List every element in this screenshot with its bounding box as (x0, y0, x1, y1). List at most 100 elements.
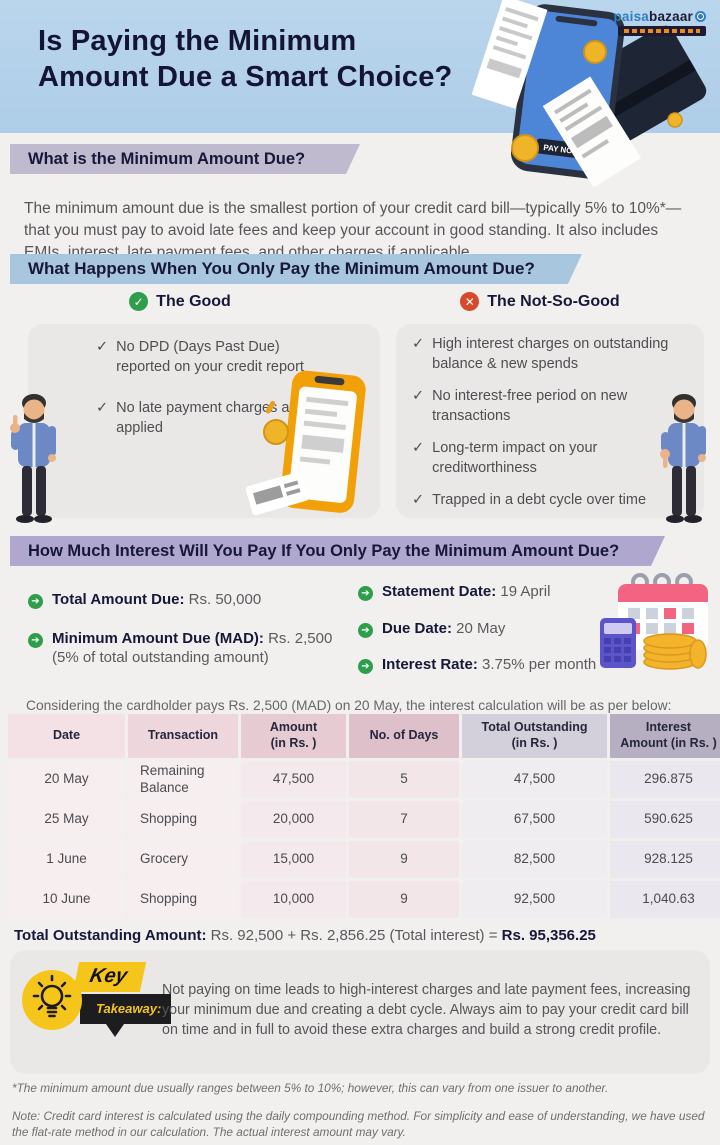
arrow-bullet-icon: ➔ (28, 633, 43, 648)
fact-interest-rate: ➔ Interest Rate: 3.75% per month (358, 656, 596, 674)
table-cell: 20 May (8, 761, 125, 798)
bad-cross-icon: ✕ (460, 292, 480, 311)
total-outstanding-line: Total Outstanding Amount: Rs. 92,500 + R… (14, 927, 596, 944)
arrow-bullet-icon: ➔ (28, 594, 43, 609)
takeaway-text: Not paying on time leads to high-interes… (162, 982, 691, 1039)
good-list: ✓ No DPD (Days Past Due) reported on you… (28, 324, 380, 438)
logo-tagline-bar (618, 26, 706, 36)
key-takeaway-badge: Key Takeaway: (22, 962, 172, 1066)
interest-facts: ➔ Total Amount Due: Rs. 50,000 ➔ Minimum… (28, 578, 628, 683)
logo-part-paisa: paisa (613, 9, 650, 24)
interest-calculation-table: Date Transaction Amount (in Rs. ) No. of… (8, 714, 720, 918)
table-cell: 296.875 (610, 761, 720, 798)
thumbs-down-man-illustration (660, 394, 706, 523)
logo-text: paisabazaar (613, 9, 706, 24)
calendar-calculator-coins-illustration (600, 573, 708, 670)
bad-item-text: Trapped in a debt cycle over time (432, 492, 647, 509)
section-heading-what-happens: What Happens When You Only Pay the Minim… (10, 254, 582, 284)
footnotes: *The minimum amount due usually ranges b… (12, 1080, 712, 1141)
check-icon: ✓ (96, 339, 109, 355)
check-icon: ✓ (96, 400, 109, 417)
fact-value: Rs. 2,500 (263, 630, 333, 647)
fact-value: 19 April (496, 583, 551, 600)
list-item: ✓ No late payment charges are applied (96, 399, 314, 438)
good-column-title: ✓ The Good (0, 292, 360, 311)
list-item: ✓ High interest charges on outstanding b… (412, 335, 694, 374)
total-expression: Rs. 92,500 + Rs. 2,856.25 (Total interes… (206, 927, 502, 944)
calculation-intro-text: Considering the cardholder pays Rs. 2,50… (26, 697, 672, 713)
paisabazaar-logo: paisabazaar (613, 9, 706, 36)
table-header-transaction: Transaction (128, 714, 238, 758)
table-cell: 928.125 (610, 841, 720, 878)
bad-column-title: ✕ The Not-So-Good (360, 292, 720, 311)
table-cell: 47,500 (462, 761, 607, 798)
fact-statement-date: ➔ Statement Date: 19 April (358, 583, 550, 601)
table-cell: 10,000 (241, 881, 346, 918)
good-item-text: No DPD (Days Past Due) reported on your … (116, 339, 304, 375)
table-header-amount: Amount (in Rs. ) (241, 714, 346, 758)
arrow-bullet-icon: ➔ (358, 586, 373, 601)
table-cell: 1,040.63 (610, 881, 720, 918)
fact-value: 20 May (452, 620, 506, 637)
table-cell: 82,500 (462, 841, 607, 878)
logo-badge-icon (695, 11, 706, 22)
phone-bill-card-illustration: PAY NOW (471, 0, 707, 188)
table-cell: 1 June (8, 841, 125, 878)
table-cell: 9 (349, 841, 459, 878)
table-header-outstanding: Total Outstanding (in Rs. ) (462, 714, 607, 758)
good-item-text: No late payment charges are applied (116, 400, 303, 436)
bad-card: ✓ High interest charges on outstanding b… (396, 324, 704, 518)
fact-value: Rs. 50,000 (184, 591, 262, 608)
fact-note: (5% of total outstanding amount) (52, 649, 269, 666)
bad-title-label: The Not-So-Good (487, 292, 620, 310)
total-value: Rs. 95,356.25 (501, 927, 596, 944)
table-cell: Shopping (128, 881, 238, 918)
header: Is Paying the Minimum Amount Due a Smart… (0, 0, 720, 188)
section-heading-how-much-interest: How Much Interest Will You Pay If You On… (10, 536, 665, 566)
table-cell: 25 May (8, 801, 125, 838)
list-item: ✓ Trapped in a debt cycle over time (412, 491, 694, 511)
table-cell: 590.625 (610, 801, 720, 838)
takeaway-badge-top: Key (72, 962, 146, 992)
fact-label: Interest Rate: (382, 656, 478, 673)
good-card: ✓ No DPD (Days Past Due) reported on you… (28, 324, 380, 518)
table-cell: 9 (349, 881, 459, 918)
table-cell: 92,500 (462, 881, 607, 918)
takeaway-badge-bottom: Takeaway: (80, 994, 172, 1037)
logo-part-bazaar: bazaar (649, 9, 693, 24)
list-item: ✓ No interest-free period on new transac… (412, 387, 694, 426)
table-cell: 20,000 (241, 801, 346, 838)
thumbs-up-man-illustration (10, 394, 56, 523)
fact-label: Due Date: (382, 620, 453, 637)
table-header-days: No. of Days (349, 714, 459, 758)
fact-minimum-amount-due: ➔ Minimum Amount Due (MAD): Rs. 2,500 (5%… (28, 630, 358, 666)
fact-total-amount-due: ➔ Total Amount Due: Rs. 50,000 (28, 591, 261, 609)
table-cell: 5 (349, 761, 459, 798)
list-item: ✓ No DPD (Days Past Due) reported on you… (96, 338, 314, 377)
good-bad-column-titles: ✓ The Good ✕ The Not-So-Good (0, 292, 720, 311)
fact-due-date: ➔ Due Date: 20 May (358, 620, 505, 638)
bad-list: ✓ High interest charges on outstanding b… (396, 324, 704, 511)
section-heading-what-is-mad: What is the Minimum Amount Due? (10, 144, 360, 174)
check-icon: ✓ (412, 440, 425, 457)
table-cell: 67,500 (462, 801, 607, 838)
arrow-bullet-icon: ➔ (358, 659, 373, 674)
bad-item-text: High interest charges on outstanding bal… (432, 336, 669, 372)
table-cell: Remaining Balance (128, 761, 238, 798)
table-cell: 10 June (8, 881, 125, 918)
table-cell: 7 (349, 801, 459, 838)
table-cell: 47,500 (241, 761, 346, 798)
table-cell: 15,000 (241, 841, 346, 878)
orange-phone-receipt-illustration (246, 370, 366, 516)
check-icon: ✓ (412, 492, 425, 509)
table-header-interest: Interest Amount (in Rs. ) (610, 714, 720, 758)
footnote-asterisk: *The minimum amount due usually ranges b… (12, 1081, 609, 1095)
fact-label: Statement Date: (382, 583, 497, 600)
lightbulb-icon (22, 970, 82, 1030)
table-cell: Grocery (128, 841, 238, 878)
good-title-label: The Good (156, 292, 231, 310)
footnote-note: Note: Credit card interest is calculated… (12, 1108, 705, 1140)
good-check-icon: ✓ (129, 292, 149, 311)
list-item: ✓ Long-term impact on your creditworthin… (412, 439, 694, 478)
